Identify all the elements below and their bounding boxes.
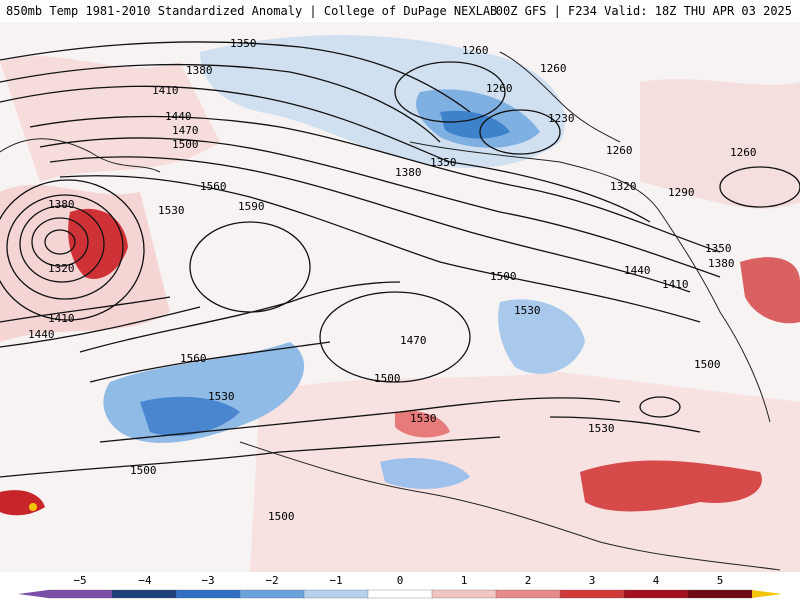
tick-label: 5: [717, 574, 724, 587]
contour-label: 1530: [410, 412, 437, 425]
colorbar-swatch: [495, 589, 561, 599]
contour-label: 1350: [705, 242, 732, 255]
colorbar-swatch: [431, 589, 497, 599]
colorbar-low-extension: [18, 590, 48, 598]
tick-label: 0: [397, 574, 404, 587]
contour-label: 1500: [374, 372, 401, 385]
colorbar-swatches: [18, 589, 782, 599]
contour-label: 1470: [400, 334, 427, 347]
contour-label: 1380: [395, 166, 422, 179]
tick-label: −1: [329, 574, 342, 587]
contour-label: 1440: [165, 110, 192, 123]
contour-label: 1350: [430, 156, 457, 169]
contour-label: 1500: [130, 464, 157, 477]
contour-label: 1380: [186, 64, 213, 77]
colorbar-swatch: [47, 589, 113, 599]
height-contours: [0, 41, 800, 478]
contour-label: 1260: [540, 62, 567, 75]
contour-label: 1500: [172, 138, 199, 151]
colorbar-high-extension: [752, 590, 782, 598]
contour-label: 1320: [610, 180, 637, 193]
contour-label: 1530: [588, 422, 615, 435]
contour-label: 1440: [28, 328, 55, 341]
colorbar-swatch: [623, 589, 689, 599]
colorbar-swatch: [687, 589, 753, 599]
colorbar-swatch: [239, 589, 305, 599]
contour-label: 1440: [624, 264, 651, 277]
anomaly-map: 1350 1380 1410 1440 1470 1500 1380 1320 …: [0, 22, 800, 572]
tick-label: 4: [653, 574, 660, 587]
contour-label: 1410: [152, 84, 179, 97]
tick-label: −2: [265, 574, 278, 587]
contour-label: 1320: [48, 262, 75, 275]
coastlines: [0, 51, 781, 571]
contour-label: 1260: [730, 146, 757, 159]
colorbar-swatch: [303, 589, 369, 599]
chart-title: 850mb Temp 1981-2010 Standardized Anomal…: [6, 4, 498, 18]
tick-label: −4: [138, 574, 152, 587]
contour-label-group: 1350 1380 1410 1440 1470 1500 1380 1320 …: [28, 37, 757, 523]
colorbar-swatch: [111, 589, 177, 599]
contour-label: 1350: [230, 37, 257, 50]
contour-label: 1410: [662, 278, 689, 291]
model-run-info: 00Z GFS | F234 Valid: 18Z THU APR 03 202…: [495, 4, 792, 18]
contour-label: 1530: [158, 204, 185, 217]
contour-label: 1500: [490, 270, 517, 283]
anomaly-shading: [0, 35, 800, 572]
tick-label: 3: [589, 574, 596, 587]
contour-label: 1410: [48, 312, 75, 325]
contour-label: 1380: [48, 198, 75, 211]
tick-label: 2: [525, 574, 532, 587]
colorbar-canvas: −5 −4 −3 −2 −1 0 1 2 3 4 5: [18, 574, 782, 599]
tick-label: −3: [201, 574, 214, 587]
contour-label: 1500: [268, 510, 295, 523]
colorbar-swatch: [367, 589, 433, 599]
contour-label: 1470: [172, 124, 199, 137]
contour-label: 1260: [486, 82, 513, 95]
contour-label: 1230: [548, 112, 575, 125]
contour-label: 1590: [238, 200, 265, 213]
contour-label: 1560: [200, 180, 227, 193]
contour-label: 1530: [208, 390, 235, 403]
contour-label: 1260: [462, 44, 489, 57]
contour-label: 1560: [180, 352, 207, 365]
tick-label: −5: [73, 574, 86, 587]
tick-label: 1: [461, 574, 468, 587]
map-canvas: 1350 1380 1410 1440 1470 1500 1380 1320 …: [0, 35, 800, 572]
contour-label: 1380: [708, 257, 735, 270]
colorbar-swatch: [175, 589, 241, 599]
contour-label: 1530: [514, 304, 541, 317]
colorbar-ticks: −5 −4 −3 −2 −1 0 1 2 3 4 5: [73, 574, 723, 587]
colorbar-swatch: [559, 589, 625, 599]
contour-label: 1500: [694, 358, 721, 371]
map-header: 850mb Temp 1981-2010 Standardized Anomal…: [0, 0, 800, 22]
contour-label: 1260: [606, 144, 633, 157]
contour-label: 1290: [668, 186, 695, 199]
anomaly-colorbar: −5 −4 −3 −2 −1 0 1 2 3 4 5: [0, 572, 800, 600]
